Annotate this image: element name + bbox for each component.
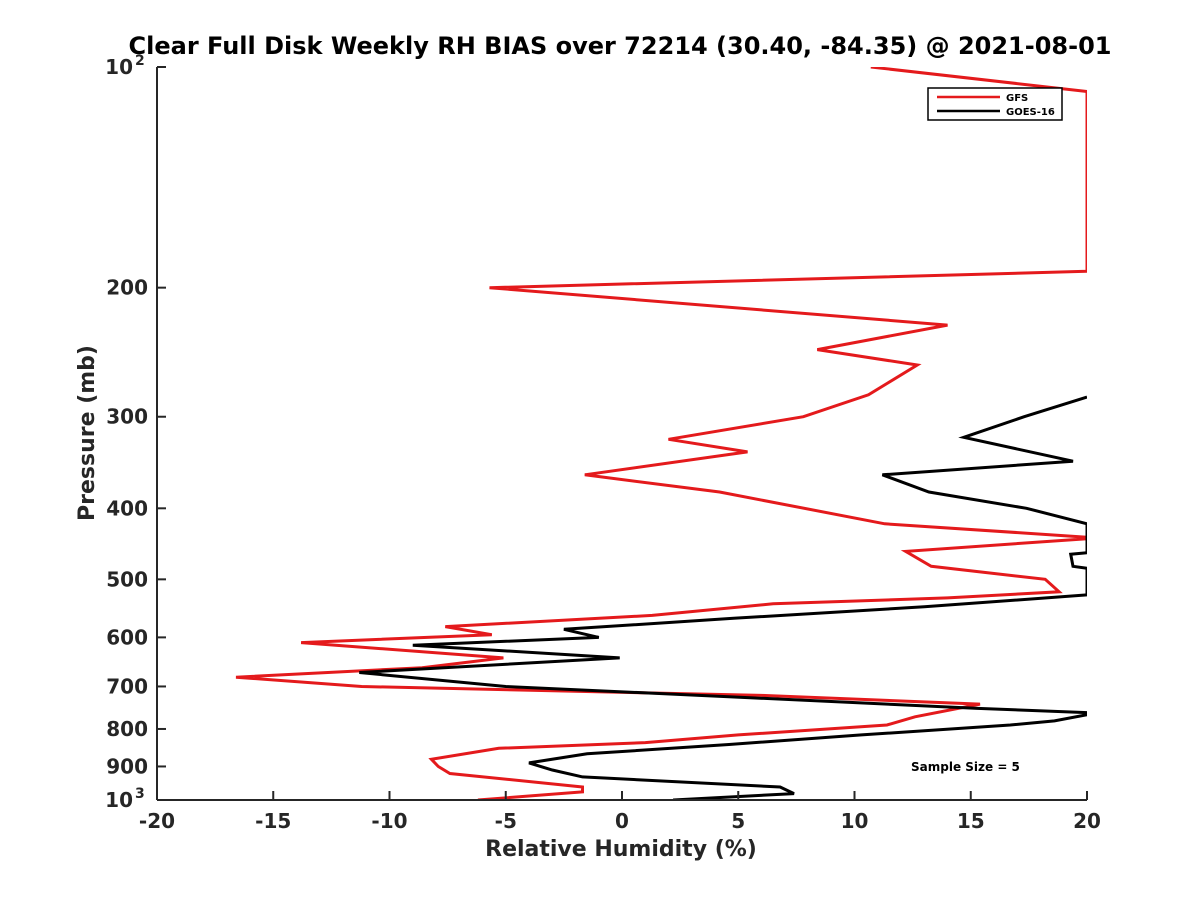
x-tick-label: 5 <box>731 809 745 833</box>
x-tick-label: -10 <box>371 809 407 833</box>
chart-title: Clear Full Disk Weekly RH BIAS over 7221… <box>129 32 1112 60</box>
x-tick-label: -20 <box>139 809 175 833</box>
y-tick-label: 500 <box>106 567 148 591</box>
y-tick-label: 800 <box>106 717 148 741</box>
series-layer <box>235 67 1087 800</box>
y-tick-label: 200 <box>106 276 148 300</box>
y-tick-label: 10 <box>105 788 133 812</box>
legend-label-goes16: GOES-16 <box>1006 107 1055 118</box>
y-tick-label: 400 <box>106 496 148 520</box>
y-axis-label: Pressure (mb) <box>75 345 100 521</box>
x-ticks: -20 -15 -10 -5 0 5 10 15 20 <box>139 791 1101 833</box>
x-tick-label: 0 <box>615 809 629 833</box>
y-tick-label: 600 <box>106 625 148 649</box>
legend-label-gfs: GFS <box>1006 93 1028 104</box>
legend: GFS GOES-16 <box>927 87 1063 121</box>
legend-box <box>927 87 1063 121</box>
x-tick-label: 10 <box>841 809 869 833</box>
y-tick-label: 900 <box>106 754 148 778</box>
series-line-goes16 <box>359 395 1087 800</box>
series-line-gfs <box>235 67 1087 800</box>
y-tick-exponent: 2 <box>135 53 145 69</box>
x-axis-label: Relative Humidity (%) <box>485 837 757 862</box>
x-tick-label: 15 <box>957 809 985 833</box>
x-tick-label: -15 <box>255 809 291 833</box>
y-tick-label: 10 <box>105 55 133 79</box>
y-tick-label: 700 <box>106 674 148 698</box>
sample-size-annotation: Sample Size = 5 <box>911 760 1020 774</box>
y-tick-label: 300 <box>106 405 148 429</box>
y-tick-exponent: 3 <box>135 786 145 802</box>
x-tick-label: -5 <box>495 809 517 833</box>
x-tick-label: 20 <box>1073 809 1101 833</box>
